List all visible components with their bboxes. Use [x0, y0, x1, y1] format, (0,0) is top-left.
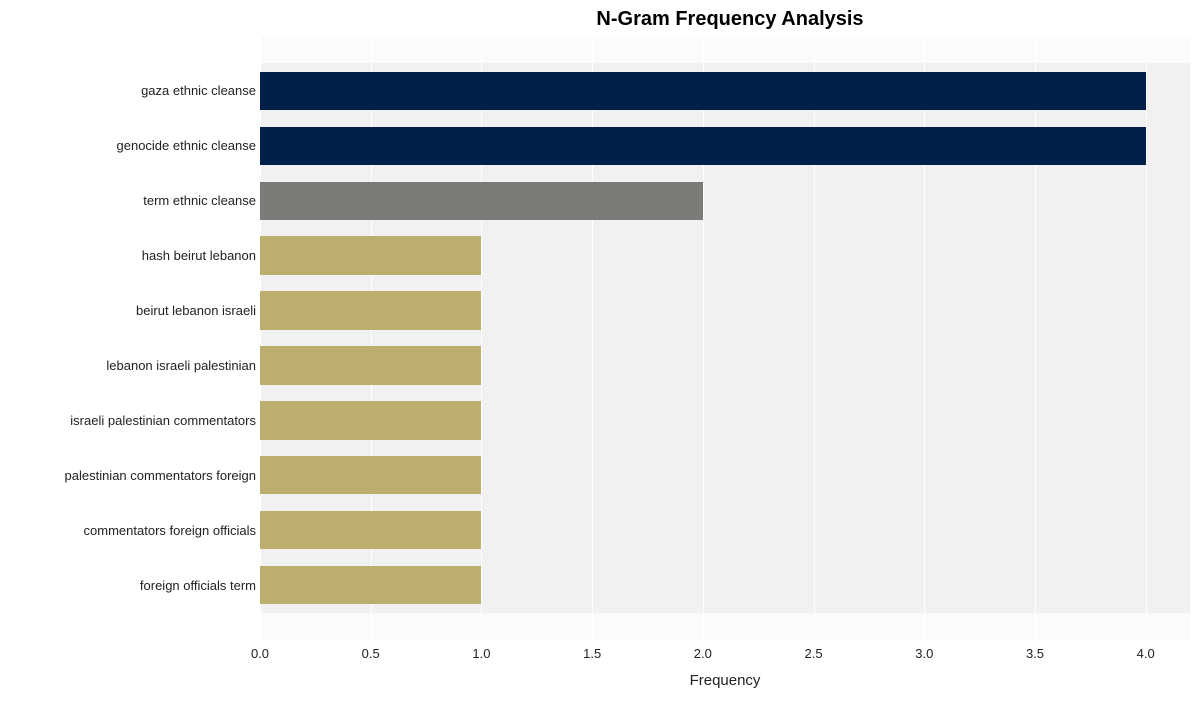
- y-tick-label: foreign officials term: [140, 578, 256, 593]
- x-tick-label: 4.0: [1137, 646, 1155, 661]
- x-tick-label: 1.5: [583, 646, 601, 661]
- ngram-chart: N-Gram Frequency Analysis Frequency: [0, 0, 1200, 701]
- y-tick-label: israeli palestinian commentators: [70, 413, 256, 428]
- gridline: [1146, 36, 1147, 640]
- bar: [260, 291, 481, 329]
- bar: [260, 182, 703, 220]
- y-tick-label: gaza ethnic cleanse: [141, 83, 256, 98]
- y-tick-label: commentators foreign officials: [84, 523, 256, 538]
- y-tick-label: genocide ethnic cleanse: [117, 138, 257, 153]
- bar: [260, 456, 481, 494]
- bar: [260, 72, 1146, 110]
- bar: [260, 511, 481, 549]
- y-tick-label: lebanon israeli palestinian: [106, 358, 256, 373]
- x-tick-label: 0.0: [251, 646, 269, 661]
- x-tick-label: 3.0: [915, 646, 933, 661]
- y-tick-label: beirut lebanon israeli: [136, 303, 256, 318]
- x-tick-label: 3.5: [1026, 646, 1044, 661]
- bar: [260, 236, 481, 274]
- x-axis-label: Frequency: [260, 672, 1190, 689]
- bar: [260, 566, 481, 604]
- y-tick-label: palestinian commentators foreign: [65, 468, 257, 483]
- x-tick-label: 2.5: [805, 646, 823, 661]
- chart-title: N-Gram Frequency Analysis: [0, 8, 1200, 31]
- plot-area: [260, 36, 1190, 640]
- x-tick-label: 0.5: [362, 646, 380, 661]
- x-tick-label: 1.0: [472, 646, 490, 661]
- bar: [260, 127, 1146, 165]
- bar: [260, 401, 481, 439]
- bar: [260, 346, 481, 384]
- y-tick-label: term ethnic cleanse: [143, 193, 256, 208]
- y-tick-label: hash beirut lebanon: [142, 248, 256, 263]
- x-tick-label: 2.0: [694, 646, 712, 661]
